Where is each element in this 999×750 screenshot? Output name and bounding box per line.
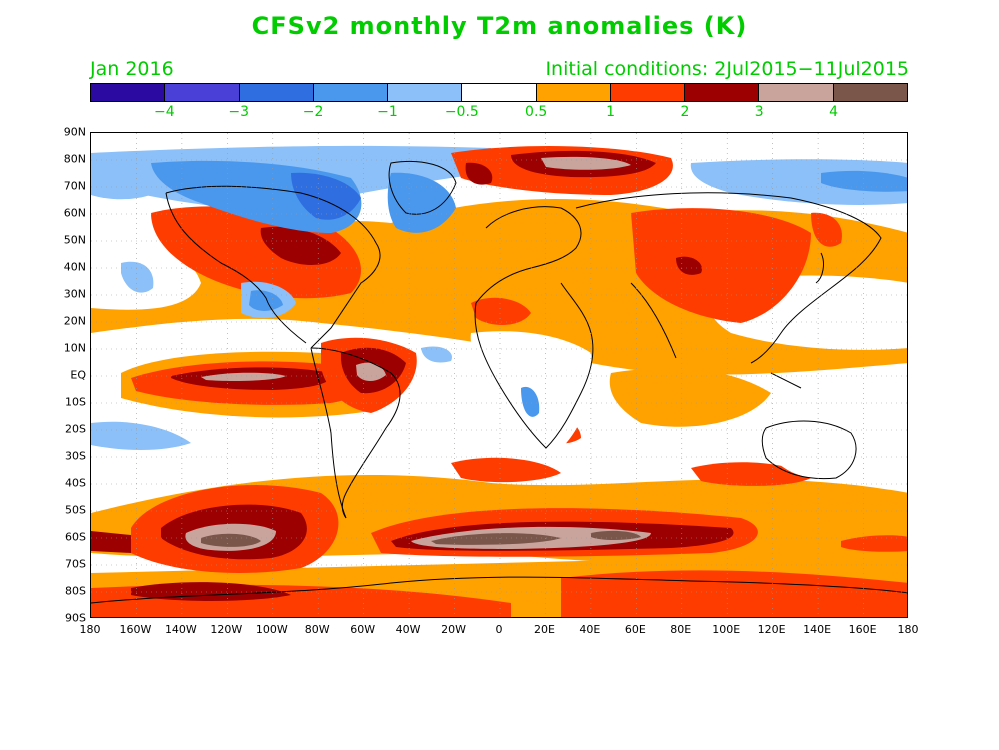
legend-tick-label: 4 [829,104,839,120]
legend-swatch [165,84,240,101]
latitude-label: 70S [65,557,86,571]
longitude-label: 60W [350,623,376,636]
latitude-label: 20S [65,422,86,436]
latitude-label: 80N [63,152,86,166]
latitude-label: 10N [63,341,86,355]
longitude-label: 160E [848,623,877,636]
anomaly-shading [91,145,907,617]
legend-swatch [462,84,537,101]
legend-tick-label: −0.5 [444,104,479,120]
longitude-label: 100E [712,623,741,636]
legend-tick-label: −4 [154,104,175,120]
longitude-label: 0 [495,623,503,636]
forecast-month-label: Jan 2016 [90,58,174,80]
longitude-label: 40W [395,623,421,636]
legend-swatch [833,84,907,101]
latitude-label: 60N [63,206,86,220]
legend-tick-label: 0.5 [525,104,548,120]
latitude-label: 30N [63,287,86,301]
latitude-label: 90S [65,611,86,625]
legend-swatch [759,84,834,101]
legend-swatch [388,84,463,101]
longitude-label: 100W [255,623,288,636]
longitude-label: 80W [304,623,330,636]
longitude-label: 180 [897,623,919,636]
latitude-label: 90N [63,125,86,139]
legend-tick-label: 3 [754,104,764,120]
longitude-label: 60E [624,623,646,636]
legend-tick-label: −3 [228,104,250,120]
latitude-label: 30S [65,449,86,463]
latitude-label: 20N [63,314,86,328]
latitude-label: 50N [63,233,86,247]
legend-tick-label: −2 [302,104,324,120]
longitude-label: 140E [803,623,832,636]
latitude-label: 10S [65,395,86,409]
latitude-label: 60S [65,530,86,544]
longitude-label: 180 [79,623,101,636]
legend-tick-label: 1 [606,104,615,120]
legend-swatch [536,84,611,101]
anomaly-map [90,132,908,618]
longitude-label: 40E [579,623,601,636]
legend-swatch [91,84,166,101]
legend-swatch [239,84,314,101]
coastlines [91,160,907,604]
legend-swatch [313,84,389,101]
initial-conditions-label: Initial conditions: 2Jul2015−11Jul2015 [545,58,909,80]
latitude-label: 70N [63,179,86,193]
legend-tick-label: 2 [680,104,690,120]
legend-swatch [685,84,760,101]
latitude-label: EQ [70,368,86,382]
anomaly-map-canvas [91,133,907,617]
longitude-label: 140W [164,623,197,636]
latitude-label: 40N [63,260,86,274]
lat-lon-grid [91,133,907,617]
longitude-label: 120W [210,623,243,636]
longitude-label: 20W [441,623,466,636]
color-legend-bar [90,83,908,102]
longitude-label: 160W [119,623,152,636]
map-title: CFSv2 monthly T2m anomalies (K) [251,12,748,40]
longitude-label: 80E [670,623,692,636]
longitude-label: 120E [757,623,786,636]
latitude-label: 40S [65,476,86,490]
latitude-label: 50S [65,503,86,517]
longitude-label: 20E [533,623,555,636]
legend-swatch [610,84,686,101]
latitude-label: 80S [65,584,86,598]
legend-tick-label: −1 [377,104,398,120]
